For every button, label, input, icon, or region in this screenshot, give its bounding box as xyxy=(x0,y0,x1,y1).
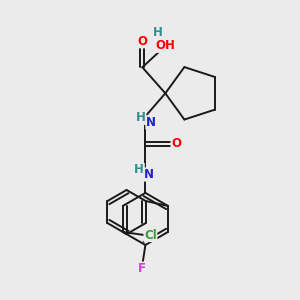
Text: O: O xyxy=(171,137,181,150)
Text: H: H xyxy=(153,26,163,38)
Text: OH: OH xyxy=(155,39,175,52)
Text: N: N xyxy=(143,168,154,181)
Text: F: F xyxy=(138,262,146,275)
Text: H: H xyxy=(134,164,144,176)
Text: Cl: Cl xyxy=(144,229,157,242)
Text: O: O xyxy=(137,35,147,48)
Text: N: N xyxy=(146,116,156,129)
Text: H: H xyxy=(136,111,146,124)
